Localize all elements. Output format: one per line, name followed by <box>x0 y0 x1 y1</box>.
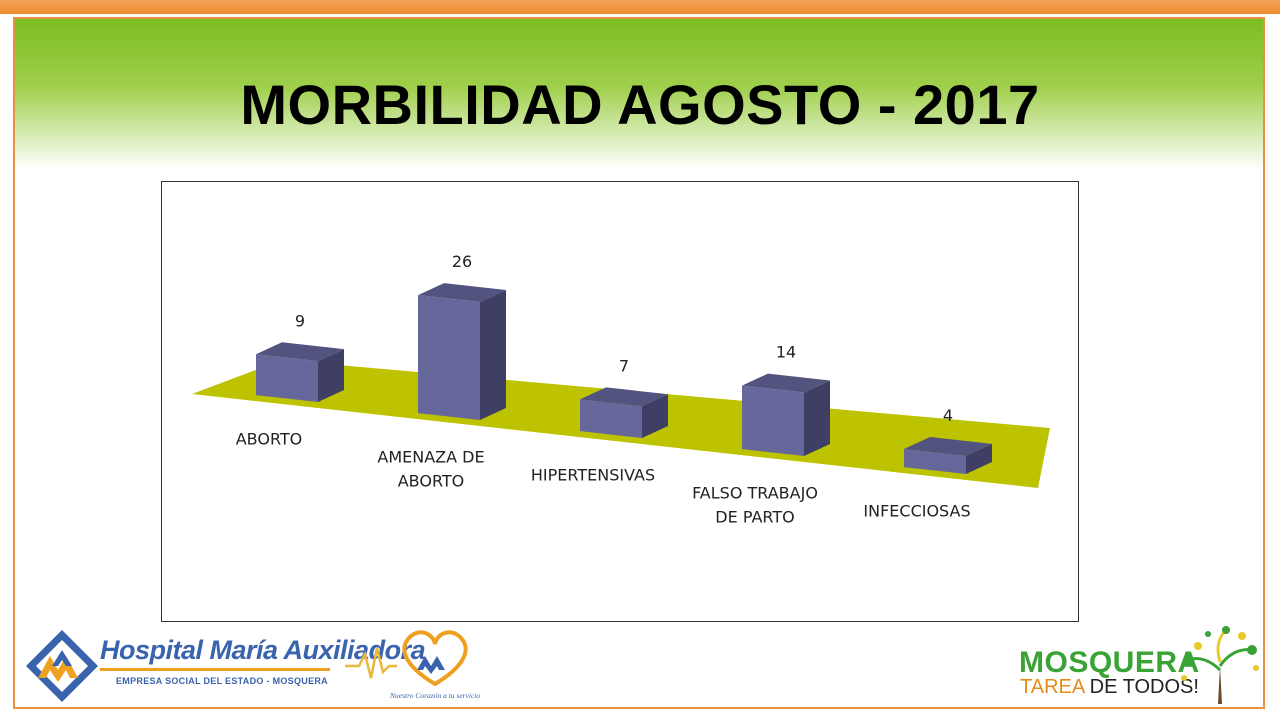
bar-front <box>742 385 804 456</box>
bar-front <box>904 448 966 474</box>
bar-front <box>418 295 480 420</box>
hospital-subtitle: EMPRESA SOCIAL DEL ESTADO - MOSQUERA <box>116 676 328 686</box>
bar-side <box>480 290 506 420</box>
slide-frame <box>13 17 1265 709</box>
mosquera-tagline: TAREA DE TODOS! <box>1020 676 1199 699</box>
hospital-logo: Hospital María Auxiliadora EMPRESA SOCIA… <box>22 626 426 706</box>
bar-top <box>418 283 506 302</box>
bar-side <box>642 394 668 438</box>
bar <box>256 342 344 402</box>
bars-group <box>256 283 992 474</box>
data-label: 4 <box>943 406 953 425</box>
category-label: ABORTO <box>236 430 303 449</box>
tree-icon <box>1181 626 1259 704</box>
heart-pulse-icon <box>345 630 468 687</box>
mosquera-tag-a: TAREA <box>1020 676 1085 698</box>
bar-chart: 9 26 7 14 4 ABORTO AMENAZA DE ABORTO HIPERTENSI… <box>192 252 1050 527</box>
category-labels-group: ABORTO AMENAZA DE ABORTO HIPERTENSIVAS FALSO… <box>236 430 971 527</box>
bar <box>580 387 668 438</box>
bar <box>742 373 830 456</box>
data-label: 7 <box>619 356 629 375</box>
bar-top <box>580 387 668 407</box>
heart-logo <box>345 626 495 706</box>
data-label: 26 <box>452 252 472 271</box>
bar-front <box>580 399 642 438</box>
category-label: FALSO TRABAJO <box>692 484 818 503</box>
hospital-name: Hospital María Auxiliadora <box>100 635 426 665</box>
bar <box>904 436 992 474</box>
bar-top <box>256 342 344 362</box>
mosquera-tag-b: DE TODOS! <box>1089 676 1199 698</box>
bar-side <box>966 443 992 474</box>
bar-side <box>804 380 830 456</box>
header-band <box>15 19 1263 169</box>
category-label: ABORTO <box>398 472 465 491</box>
top-accent-bar <box>0 0 1280 14</box>
category-label: HIPERTENSIVAS <box>531 466 655 485</box>
mosquera-logo: MOSQUERA TAREA DE TODOS! <box>1010 626 1260 706</box>
bar-front <box>256 354 318 402</box>
hospital-emblem-icon <box>26 630 98 702</box>
bar-top <box>742 373 830 393</box>
slide-title: MORBILIDAD AGOSTO - 2017 <box>240 73 1040 136</box>
category-label: AMENAZA DE <box>377 448 484 467</box>
chart-container: 9 26 7 14 4 ABORTO AMENAZA DE ABORTO HIPERTENSI… <box>161 181 1079 622</box>
bar-top <box>904 436 992 456</box>
data-labels-group: 9 26 7 14 4 <box>295 252 953 425</box>
bar-side <box>318 349 344 402</box>
category-label: DE PARTO <box>715 508 794 527</box>
category-label: INFECCIOSAS <box>863 502 970 521</box>
data-label: 9 <box>295 311 305 330</box>
hospital-underline <box>100 668 330 671</box>
slogan-text: Nuestro Corazón a tu servicio <box>390 691 481 700</box>
mosquera-name: MOSQUERA <box>1019 646 1200 679</box>
bar <box>418 283 506 420</box>
data-label: 14 <box>776 343 796 362</box>
